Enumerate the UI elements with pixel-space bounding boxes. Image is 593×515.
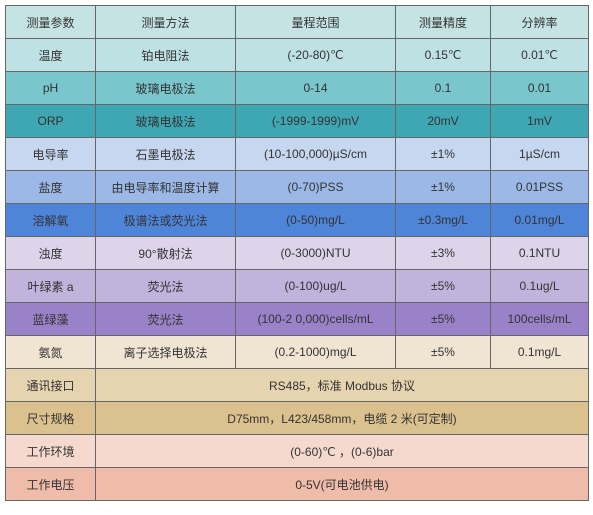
row-9-cell-3: ±5% xyxy=(396,336,491,369)
row-9-cell-4: 0.1mg/L xyxy=(491,336,589,369)
row-5-cell-1: 极谱法或荧光法 xyxy=(96,204,236,237)
row-4-cell-3: ±1% xyxy=(396,171,491,204)
row-5-cell-4: 0.01mg/L xyxy=(491,204,589,237)
row-10-label: 通讯接口 xyxy=(6,369,96,402)
row-3-cell-4: 1µS/cm xyxy=(491,138,589,171)
row-5-cell-2: (0-50)mg/L xyxy=(236,204,396,237)
row-0-cell-3: 0.15℃ xyxy=(396,39,491,72)
row-1-cell-4: 0.01 xyxy=(491,72,589,105)
row-6-cell-2: (0-3000)NTU xyxy=(236,237,396,270)
row-1-cell-3: 0.1 xyxy=(396,72,491,105)
row-1-cell-2: 0-14 xyxy=(236,72,396,105)
row-8-cell-0: 蓝绿藻 xyxy=(6,303,96,336)
row-7-cell-2: (0-100)ug/L xyxy=(236,270,396,303)
header-cell-0: 测量参数 xyxy=(6,6,96,39)
row-6-cell-4: 0.1NTU xyxy=(491,237,589,270)
row-13-value: 0-5V(可电池供电) xyxy=(96,468,589,501)
header-cell-1: 测量方法 xyxy=(96,6,236,39)
row-2-cell-2: (-1999-1999)mV xyxy=(236,105,396,138)
row-6-cell-0: 浊度 xyxy=(6,237,96,270)
row-7-cell-0: 叶绿素 a xyxy=(6,270,96,303)
row-0-cell-4: 0.01℃ xyxy=(491,39,589,72)
row-9-cell-2: (0.2-1000)mg/L xyxy=(236,336,396,369)
header-cell-2: 量程范围 xyxy=(236,6,396,39)
row-9-cell-0: 氨氮 xyxy=(6,336,96,369)
row-3-cell-3: ±1% xyxy=(396,138,491,171)
row-11-label: 尺寸规格 xyxy=(6,402,96,435)
row-13-label: 工作电压 xyxy=(6,468,96,501)
row-4-cell-1: 由电导率和温度计算 xyxy=(96,171,236,204)
header-cell-4: 分辨率 xyxy=(491,6,589,39)
row-6-cell-3: ±3% xyxy=(396,237,491,270)
row-3-cell-0: 电导率 xyxy=(6,138,96,171)
row-8-cell-3: ±5% xyxy=(396,303,491,336)
row-0-cell-1: 铂电阻法 xyxy=(96,39,236,72)
row-4-cell-0: 盐度 xyxy=(6,171,96,204)
row-5-cell-3: ±0.3mg/L xyxy=(396,204,491,237)
row-2-cell-3: 20mV xyxy=(396,105,491,138)
row-2-cell-1: 玻璃电极法 xyxy=(96,105,236,138)
row-5-cell-0: 溶解氧 xyxy=(6,204,96,237)
row-12-value: (0-60)℃ ，(0-6)bar xyxy=(96,435,589,468)
row-10-value: RS485，标准 Modbus 协议 xyxy=(96,369,589,402)
row-4-cell-4: 0.01PSS xyxy=(491,171,589,204)
row-8-cell-1: 荧光法 xyxy=(96,303,236,336)
row-1-cell-1: 玻璃电极法 xyxy=(96,72,236,105)
row-1-cell-0: pH xyxy=(6,72,96,105)
row-0-cell-2: (-20-80)℃ xyxy=(236,39,396,72)
row-4-cell-2: (0-70)PSS xyxy=(236,171,396,204)
row-8-cell-4: 100cells/mL xyxy=(491,303,589,336)
row-7-cell-4: 0.1ug/L xyxy=(491,270,589,303)
row-9-cell-1: 离子选择电极法 xyxy=(96,336,236,369)
row-11-value: D75mm，L423/458mm，电缆 2 米(可定制) xyxy=(96,402,589,435)
row-0-cell-0: 温度 xyxy=(6,39,96,72)
row-7-cell-3: ±5% xyxy=(396,270,491,303)
header-cell-3: 测量精度 xyxy=(396,6,491,39)
row-8-cell-2: (100-2 0,000)cells/mL xyxy=(236,303,396,336)
row-7-cell-1: 荧光法 xyxy=(96,270,236,303)
row-3-cell-1: 石墨电极法 xyxy=(96,138,236,171)
row-12-label: 工作环境 xyxy=(6,435,96,468)
row-2-cell-4: 1mV xyxy=(491,105,589,138)
row-6-cell-1: 90°散射法 xyxy=(96,237,236,270)
spec-table: 测量参数测量方法量程范围测量精度分辨率温度铂电阻法(-20-80)℃0.15℃0… xyxy=(5,5,589,501)
row-3-cell-2: (10-100,000)µS/cm xyxy=(236,138,396,171)
row-2-cell-0: ORP xyxy=(6,105,96,138)
